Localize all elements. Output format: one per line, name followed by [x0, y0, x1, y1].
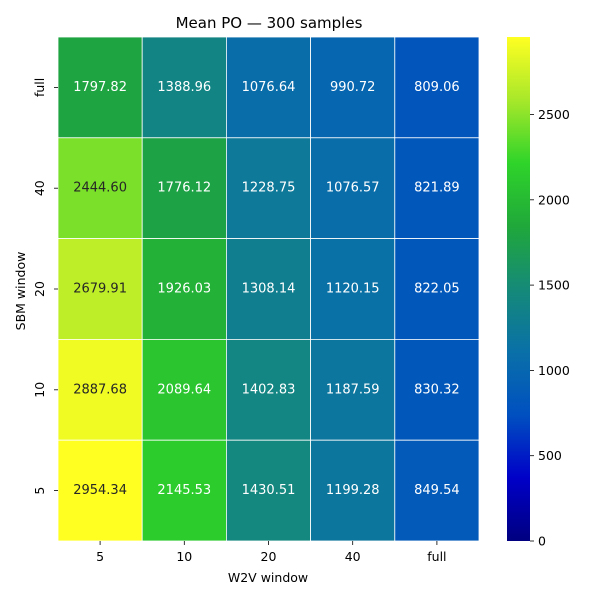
cell-value-label: 822.05 — [414, 282, 460, 297]
heatmap-cell — [57, 36, 143, 139]
heatmap-cell — [141, 338, 227, 441]
heatmap-cell — [225, 439, 311, 542]
cell-value-label: 1228.75 — [242, 181, 296, 196]
heatmap-cell — [141, 36, 227, 139]
cell-value-label: 990.72 — [330, 80, 376, 95]
cell-value-label: 2444.60 — [73, 181, 127, 196]
cell-value-label: 1388.96 — [157, 80, 211, 95]
cell-value-label: 830.32 — [414, 382, 460, 397]
cell-value-label: 2145.53 — [157, 483, 211, 498]
cell-value-label: 1926.03 — [157, 282, 211, 297]
heatmap-cells: 1797.82 1388.96 1076.64 990.72 809.06 2444.60… — [57, 36, 480, 542]
cell-value-label: 2887.68 — [73, 382, 127, 397]
cell-value-label: 2679.91 — [73, 282, 127, 297]
cell-value-label: 2089.64 — [157, 382, 211, 397]
colorbar — [507, 37, 530, 541]
heatmap-cell — [225, 238, 311, 340]
heatmap-cell — [141, 238, 227, 340]
colorbar-tick-label: 2500 — [538, 107, 570, 122]
colorbar-tick-label: 2000 — [538, 192, 570, 207]
y-tick-label: 5 — [32, 487, 47, 495]
x-axis-ticks: 5 10 20 40 full — [96, 541, 447, 564]
cell-value-label: 2954.34 — [73, 483, 127, 498]
colorbar-tick-label: 1000 — [538, 363, 570, 378]
y-tick-label: 10 — [32, 382, 47, 398]
cell-value-label: 1120.15 — [326, 282, 380, 297]
cell-value-label: 1797.82 — [73, 80, 127, 95]
heatmap-cell — [225, 338, 311, 441]
cell-value-label: 849.54 — [414, 483, 460, 498]
colorbar-tick-label: 1500 — [538, 278, 570, 293]
heatmap-cell — [57, 137, 143, 240]
y-tick-label: full — [32, 78, 47, 97]
cell-value-label: 1402.83 — [242, 382, 296, 397]
x-tick-label: 5 — [96, 549, 104, 564]
x-tick-label: 40 — [345, 549, 361, 564]
cell-value-label: 1430.51 — [242, 483, 296, 498]
x-tick-label: 10 — [176, 549, 192, 564]
heatmap-cell — [394, 439, 480, 542]
y-axis-label: SBM window — [13, 252, 28, 331]
heatmap-cell — [225, 137, 311, 240]
y-tick-label: 20 — [32, 281, 47, 297]
x-axis-label: W2V window — [228, 570, 308, 585]
heatmap-cell — [394, 137, 480, 240]
chart-title: Mean PO — 300 samples — [176, 14, 363, 32]
heatmap-cell — [57, 439, 143, 542]
cell-value-label: 1076.64 — [242, 80, 296, 95]
x-tick-label: full — [427, 549, 446, 564]
x-tick-label: 20 — [261, 549, 277, 564]
heatmap-cell — [394, 238, 480, 340]
heatmap-cell — [394, 338, 480, 441]
heatmap-cell — [225, 36, 311, 139]
cell-value-label: 1199.28 — [326, 483, 380, 498]
cell-value-label: 1076.57 — [326, 181, 380, 196]
cell-value-label: 1308.14 — [242, 282, 296, 297]
colorbar-ticks: 0 500 1000 1500 2000 2500 — [530, 107, 570, 549]
heatmap-cell — [141, 439, 227, 542]
heatmap-cell — [394, 36, 480, 139]
heatmap-cell — [310, 238, 396, 340]
y-tick-label: 40 — [32, 180, 47, 196]
y-axis-ticks: full 40 20 10 5 — [32, 78, 58, 495]
colorbar-tick-label: 0 — [538, 534, 546, 549]
cell-value-label: 821.89 — [414, 181, 460, 196]
cell-value-label: 809.06 — [414, 80, 460, 95]
cell-value-label: 1776.12 — [157, 181, 211, 196]
cell-value-label: 1187.59 — [326, 382, 380, 397]
colorbar-tick-label: 500 — [538, 448, 562, 463]
heatmap-cell — [310, 36, 396, 139]
heatmap-cell — [310, 338, 396, 441]
